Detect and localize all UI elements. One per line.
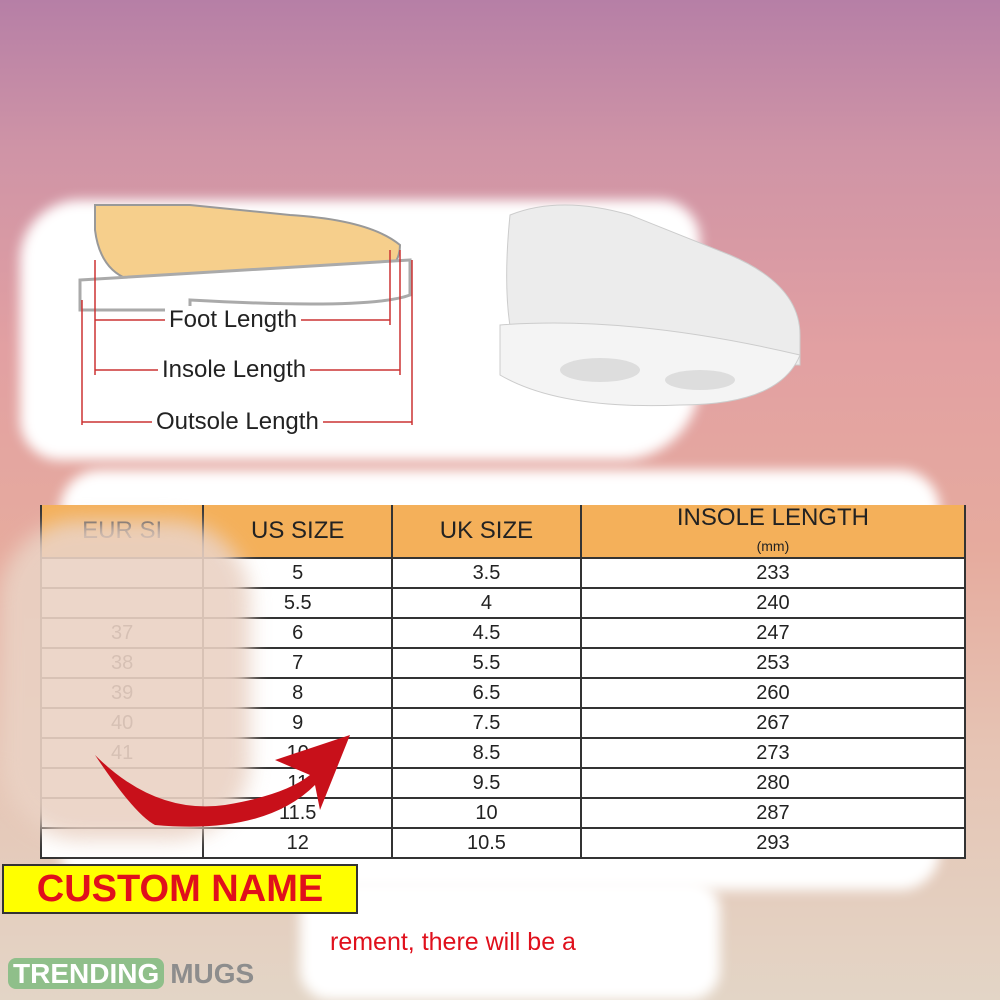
insole-length-label: Insole Length	[158, 356, 311, 384]
header-insole: INSOLE LENGTH (mm)	[579, 504, 967, 559]
header-insole-text: INSOLE LENGTH	[676, 504, 869, 531]
table-cell: 10.5	[391, 827, 582, 859]
table-cell: 3.5	[391, 557, 582, 589]
table-cell: 287	[579, 797, 967, 829]
table-cell: 5.5	[391, 647, 582, 679]
custom-name-badge: CUSTOM NAME	[2, 864, 358, 914]
trending-mugs-logo: TRENDING MUGS	[8, 958, 254, 990]
foot-shoe-outline-icon	[78, 204, 413, 425]
header-unit: (mm)	[756, 538, 790, 554]
table-cell: 273	[579, 737, 967, 769]
header-us: US SIZE	[202, 505, 394, 559]
table-row: 12 10.5 293	[39, 827, 967, 859]
table-cell: 7.5	[391, 707, 582, 739]
table-cell: 267	[579, 707, 967, 739]
table-cell: 240	[579, 587, 967, 619]
table-cell: 10	[391, 797, 582, 829]
table-cell: 260	[579, 677, 967, 709]
white-overlay	[300, 880, 720, 1000]
foot-measurement-diagram: Foot Length Insole Length Outsole Length	[70, 200, 430, 440]
outsole-length-label: Outsole Length	[152, 408, 323, 436]
table-cell: 4.5	[391, 617, 582, 649]
table-cell: 280	[579, 767, 967, 799]
header-uk: UK SIZE	[391, 505, 582, 559]
table-cell: 8.5	[391, 737, 582, 769]
table-cell: 233	[579, 557, 967, 589]
table-cell: 293	[579, 827, 967, 859]
red-arrow-icon	[95, 735, 350, 827]
table-cell: 253	[579, 647, 967, 679]
logo-trending: TRENDING	[8, 958, 165, 989]
logo-mugs: MUGS	[170, 958, 255, 989]
foot-length-label: Foot Length	[165, 306, 302, 334]
sneaker-image	[499, 204, 801, 407]
measurement-note: rement, there will be a	[330, 928, 576, 956]
table-cell: 247	[579, 617, 967, 649]
table-cell: 6.5	[391, 677, 582, 709]
table-cell: 12	[202, 827, 394, 859]
table-cell: 9.5	[391, 767, 582, 799]
table-cell: 4	[391, 587, 582, 619]
